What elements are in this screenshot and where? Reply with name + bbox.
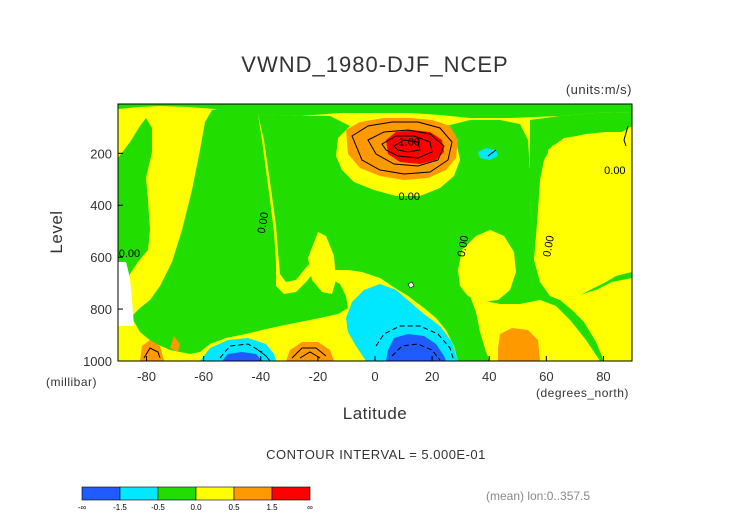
contour-value-label: 0.00	[256, 211, 272, 234]
green-region-top	[118, 104, 632, 118]
y-tick-label: 400	[90, 198, 112, 213]
y-tick-label: 1000	[83, 354, 112, 369]
orange-patch-far-south	[140, 340, 164, 361]
yellow-island-east-upper	[548, 132, 626, 266]
colorbar-label: 1.5	[266, 503, 278, 512]
contour-value-label: 0.00	[456, 235, 472, 258]
y-tick-label: 200	[90, 146, 112, 161]
contour-value-label: 1.00	[399, 137, 420, 149]
colorbar-swatch	[271, 486, 311, 501]
contour-interval-note: CONTOUR INTERVAL = 5.000E-01	[266, 447, 486, 462]
colorbar-label: 0.0	[190, 503, 202, 512]
x-tick-label: -80	[137, 369, 156, 384]
y-tick-label: 800	[90, 302, 112, 317]
colorbar-swatch	[233, 486, 273, 501]
red-jet-max	[386, 130, 444, 164]
yellow-island-mid	[308, 232, 336, 294]
units-label: (units:m/s)	[566, 82, 632, 97]
green-region-west	[118, 118, 152, 306]
mean-note: (mean) lon:0..357.5	[486, 489, 590, 503]
y-units-label: (millibar)	[46, 375, 97, 389]
missing-data-area	[118, 262, 134, 326]
green-region-east-top	[530, 112, 632, 260]
contour-value-label: 0.00	[399, 191, 420, 203]
x-tick-label: 20	[425, 369, 439, 384]
y-axis: 200 400 600 800 1000	[83, 146, 123, 369]
contour-value-label: 0.00	[119, 248, 140, 260]
x-units-label: (degrees_north)	[536, 386, 629, 400]
x-axis: -80 -60 -40 -20 0 20 40 60 80	[137, 356, 611, 384]
x-tick-label: 60	[539, 369, 553, 384]
green-region-west-base	[118, 108, 348, 354]
contour-lines	[143, 121, 629, 361]
x-tick-label: 80	[596, 369, 610, 384]
colorbar-swatch	[81, 486, 121, 501]
tiny-white-dot	[407, 281, 415, 289]
negative-contours	[219, 325, 455, 361]
x-axis-label: Latitude	[343, 404, 408, 423]
contour-field	[118, 104, 632, 361]
contour-value-label: 0.00	[541, 235, 557, 258]
blue-region-central	[386, 334, 446, 361]
colorbar: -∞ -1.5 -0.5 0.0 0.5 1.5 ∞	[78, 486, 313, 512]
orange-patch-east	[498, 328, 540, 361]
x-tick-label: 0	[371, 369, 378, 384]
colorbar-label: -0.5	[151, 503, 165, 512]
x-tick-label: 40	[482, 369, 496, 384]
colorbar-label: -∞	[78, 503, 87, 512]
colorbar-label: -1.5	[113, 503, 127, 512]
orange-patch-tiny	[170, 336, 180, 352]
colorbar-label: ∞	[307, 503, 313, 512]
chart-title: VWND_1980-DJF_NCEP	[241, 52, 508, 77]
contour-value-label: 0.00	[604, 165, 625, 177]
x-tick-label: -40	[251, 369, 270, 384]
yellow-strip-east-lower	[560, 278, 632, 361]
yellow-island-central-east	[458, 230, 516, 302]
colorbar-swatch	[119, 486, 159, 501]
contour-labels: 1.00 0.00 0.00 0.00 0.00 0.00 0.00	[119, 137, 626, 261]
green-region-central	[258, 112, 632, 361]
cyan-spot-upper	[478, 148, 498, 160]
green-sliver	[186, 272, 192, 296]
y-tick-label: 600	[90, 250, 112, 265]
colorbar-swatch	[157, 486, 197, 501]
blue-region-west	[222, 352, 262, 361]
y-axis-label: Level	[47, 210, 66, 253]
colorbar-label: 0.5	[228, 503, 240, 512]
x-tick-label: -60	[194, 369, 213, 384]
colorbar-swatch	[195, 486, 235, 501]
x-tick-label: -20	[308, 369, 327, 384]
